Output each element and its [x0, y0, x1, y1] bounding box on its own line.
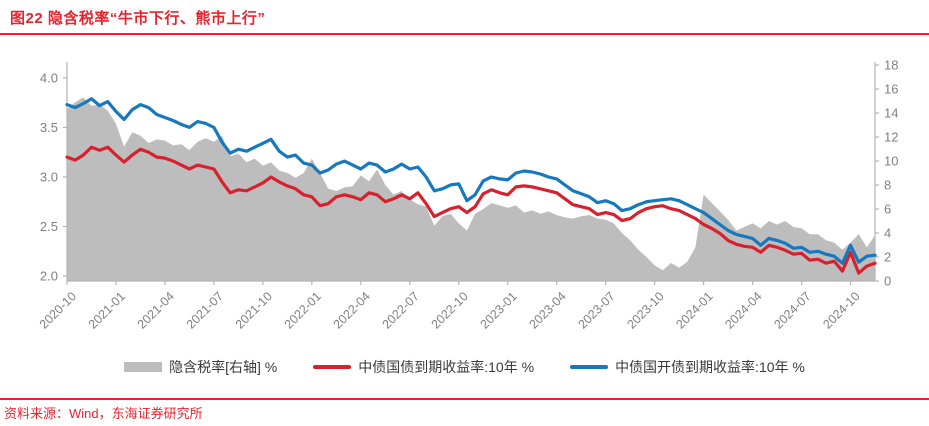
svg-text:16: 16: [884, 82, 898, 97]
svg-text:2024-07: 2024-07: [771, 289, 813, 331]
svg-text:2023-04: 2023-04: [526, 289, 568, 331]
svg-text:6: 6: [884, 202, 891, 217]
svg-text:10: 10: [884, 154, 898, 169]
figure-title: 图22 隐含税率“牛市下行、熊市上行”: [10, 10, 266, 27]
svg-text:2023-07: 2023-07: [575, 289, 617, 331]
area-swatch-icon: [124, 362, 163, 372]
red-line-swatch-icon: [313, 365, 352, 369]
svg-text:4: 4: [884, 226, 891, 241]
svg-text:2022-01: 2022-01: [282, 289, 324, 331]
svg-text:12: 12: [884, 130, 898, 145]
svg-text:2022-07: 2022-07: [380, 289, 422, 331]
svg-text:2021-07: 2021-07: [184, 289, 226, 331]
svg-text:2024-01: 2024-01: [673, 289, 715, 331]
blue-line-swatch-icon: [570, 365, 609, 369]
svg-text:18: 18: [884, 58, 898, 73]
svg-text:2021-01: 2021-01: [86, 289, 128, 331]
legend-item-cdb-yield: 中债国开债到期收益率:10年 %: [570, 357, 805, 377]
svg-text:2: 2: [884, 250, 891, 265]
svg-text:4.0: 4.0: [40, 70, 58, 85]
svg-text:2021-10: 2021-10: [233, 289, 275, 331]
legend-label-cgb-yield: 中债国债到期收益率:10年 %: [358, 359, 535, 375]
svg-text:3.5: 3.5: [40, 120, 58, 135]
svg-text:2022-04: 2022-04: [331, 289, 373, 331]
svg-text:2021-04: 2021-04: [135, 289, 177, 331]
legend-label-implied-tax: 隐含税率[右轴] %: [169, 359, 278, 375]
svg-text:2024-04: 2024-04: [722, 289, 764, 331]
legend-item-implied-tax: 隐含税率[右轴] %: [124, 357, 277, 377]
legend-item-cgb-yield: 中债国债到期收益率:10年 %: [313, 357, 534, 377]
svg-text:2.0: 2.0: [40, 269, 58, 284]
svg-text:2.5: 2.5: [40, 219, 58, 234]
svg-text:2024-10: 2024-10: [820, 289, 862, 331]
figure-header: 图22 隐含税率“牛市下行、熊市上行”: [0, 0, 929, 35]
legend-label-cdb-yield: 中债国开债到期收益率:10年 %: [615, 359, 805, 375]
svg-text:8: 8: [884, 178, 891, 193]
chart-legend: 隐含税率[右轴] % 中债国债到期收益率:10年 % 中债国开债到期收益率:10…: [0, 357, 929, 377]
chart-area: 2.0 2.5 3.0 3.5 4.0 0 2 4 6 8 10 12 14 16 18 2020-10 202…: [0, 44, 929, 356]
figure-footer: 资料来源：Wind，东海证券研究所: [0, 398, 929, 422]
svg-text:2022-10: 2022-10: [429, 289, 471, 331]
svg-text:2020-10: 2020-10: [37, 289, 79, 331]
source-note: 资料来源：Wind，东海证券研究所: [4, 406, 203, 421]
svg-text:14: 14: [884, 106, 898, 121]
svg-text:2023-01: 2023-01: [478, 289, 520, 331]
svg-text:0: 0: [884, 274, 891, 289]
svg-text:2023-10: 2023-10: [624, 289, 666, 331]
svg-text:3.0: 3.0: [40, 169, 58, 184]
